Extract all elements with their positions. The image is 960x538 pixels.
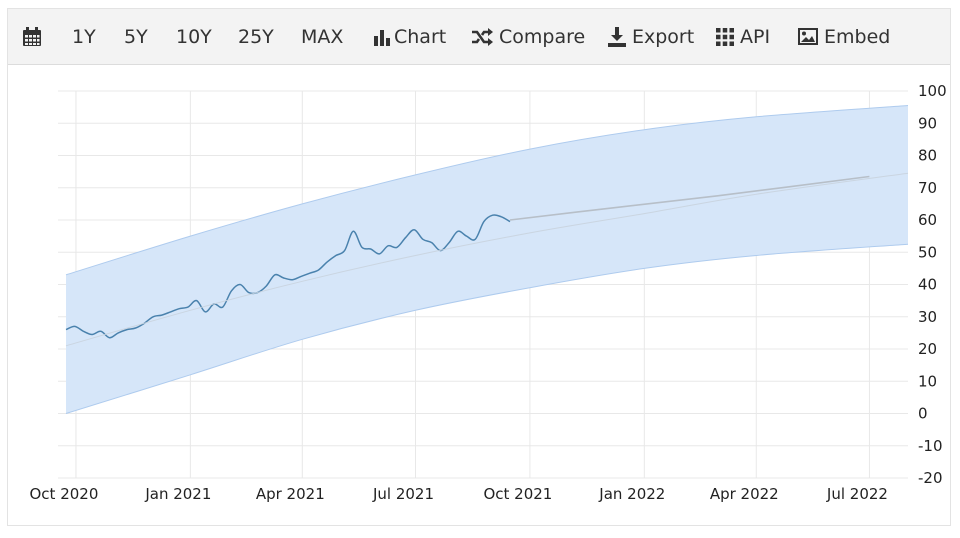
forecast-line xyxy=(509,175,870,221)
range-25y-button[interactable]: 25Y xyxy=(238,9,274,65)
range-10y-button[interactable]: 10Y xyxy=(176,9,212,65)
y-tick-label: 90 xyxy=(918,114,937,132)
series-lines xyxy=(65,172,909,347)
x-tick-label: Jan 2022 xyxy=(598,485,665,503)
y-tick-label: 20 xyxy=(918,340,937,358)
y-tick-label: 80 xyxy=(918,147,937,165)
calendar-icon xyxy=(23,26,41,46)
x-tick-label: Jul 2022 xyxy=(826,485,888,503)
chart-type-label: Chart xyxy=(394,25,447,48)
history-line xyxy=(65,214,511,339)
y-tick-label: 10 xyxy=(918,372,937,390)
confidence-band-area xyxy=(66,105,908,414)
band-lower-edge xyxy=(65,243,909,414)
x-tick-label: Oct 2021 xyxy=(483,485,552,503)
y-tick-label: 50 xyxy=(918,243,937,261)
api-button[interactable]: API xyxy=(716,9,770,65)
y-tick-label: 100 xyxy=(918,82,947,100)
y-tick-label: 60 xyxy=(918,211,937,229)
x-tick-label: Jan 2021 xyxy=(144,485,211,503)
range-5y-button[interactable]: 5Y xyxy=(124,9,148,65)
range-max-button[interactable]: MAX xyxy=(301,9,343,65)
range-5y-label: 5Y xyxy=(124,25,148,48)
y-tick-label: -10 xyxy=(918,437,943,455)
range-10y-label: 10Y xyxy=(176,25,212,48)
x-tick-label: Apr 2021 xyxy=(256,485,325,503)
x-tick-label: Apr 2022 xyxy=(710,485,779,503)
x-axis-ticks: Oct 2020 Jan 2021 Apr 2021 Jul 2021 Oct 2021… xyxy=(30,485,888,503)
y-tick-label: 0 xyxy=(918,405,928,423)
range-max-label: MAX xyxy=(301,25,344,48)
export-label: Export xyxy=(632,25,695,48)
toolbar: 1Y 5Y 10Y 25Y MAX Chart xyxy=(8,9,950,65)
embed-label: Embed xyxy=(824,25,891,48)
x-tick-label: Oct 2020 xyxy=(30,485,99,503)
y-tick-label: -20 xyxy=(918,469,943,487)
compare-button[interactable]: Compare xyxy=(471,9,585,65)
bar-chart-icon xyxy=(374,29,390,46)
grid-icon xyxy=(716,27,734,46)
chart-type-button[interactable]: Chart xyxy=(373,9,446,65)
download-icon xyxy=(608,26,626,47)
embed-button[interactable]: Embed xyxy=(798,9,890,65)
shuffle-icon xyxy=(472,27,493,46)
api-label: API xyxy=(740,25,771,48)
y-tick-label: 30 xyxy=(918,308,937,326)
y-tick-label: 40 xyxy=(918,276,937,294)
range-1y-label: 1Y xyxy=(72,25,96,48)
confidence-band xyxy=(65,105,909,414)
y-tick-label: 70 xyxy=(918,179,937,197)
range-1y-button[interactable]: 1Y xyxy=(72,9,96,65)
compare-label: Compare xyxy=(499,25,586,48)
range-25y-label: 25Y xyxy=(238,25,274,48)
image-icon xyxy=(798,28,818,45)
band-upper-edge xyxy=(65,105,909,276)
calendar-button[interactable] xyxy=(22,9,42,65)
trend-line xyxy=(65,172,909,347)
export-button[interactable]: Export xyxy=(608,9,694,65)
x-tick-label: Jul 2021 xyxy=(372,485,434,503)
